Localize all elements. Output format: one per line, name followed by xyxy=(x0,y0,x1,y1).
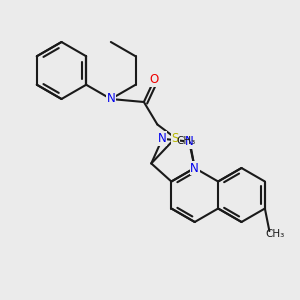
Text: N: N xyxy=(158,132,167,145)
Text: O: O xyxy=(150,73,159,86)
Text: CH₃: CH₃ xyxy=(266,229,285,239)
Text: S: S xyxy=(172,131,179,145)
Text: N: N xyxy=(190,161,199,175)
Text: CH₃: CH₃ xyxy=(176,136,195,146)
Text: N: N xyxy=(106,92,115,106)
Text: N: N xyxy=(185,135,194,148)
